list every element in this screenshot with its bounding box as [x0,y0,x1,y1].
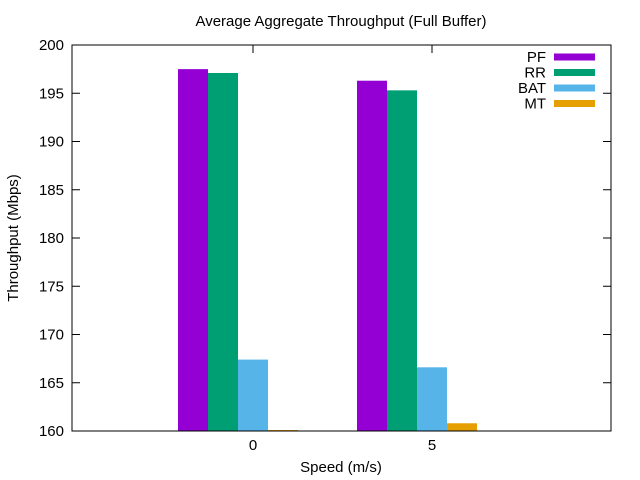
bar-pf-5 [357,80,387,431]
x-axis-label: Speed (m/s) [300,459,382,476]
x-tick-label: 0 [249,437,257,454]
bar-mt-5 [447,423,477,431]
bar-bat-0 [238,359,268,431]
y-tick-label: 190 [39,134,64,151]
chart-title: Average Aggregate Throughput (Full Buffe… [195,13,486,30]
y-tick-label: 160 [39,423,64,440]
legend-swatch-mt [554,100,595,107]
plot-frame [71,44,612,432]
bar-rr-0 [208,72,238,432]
legend-label-rr: RR [524,65,546,82]
legend-swatch-rr [554,69,595,76]
x-tick-label: 5 [428,437,436,454]
legend-swatch-pf [554,53,595,61]
y-tick-label: 165 [39,375,64,392]
y-axis-label: Throughput (Mbps) [5,174,22,302]
legend-label-pf: PF [527,49,546,66]
bar-bat-5 [417,367,447,431]
y-tick-label: 170 [39,327,64,344]
bar-pf-0 [178,69,208,431]
legend-label-bat: BAT [518,80,546,97]
plot-area: 160 165 170 175 180 185 190 195 200 0 5 [39,37,611,454]
legend-swatch-bat [554,84,595,92]
y-tick-label: 175 [39,278,64,295]
y-tick-label: 180 [39,230,64,247]
legend-label-mt: MT [524,96,546,113]
y-tick-label: 200 [39,37,64,54]
y-tick-label: 185 [39,182,64,199]
bar-rr-5 [387,90,417,431]
y-tick-label: 195 [39,85,64,102]
